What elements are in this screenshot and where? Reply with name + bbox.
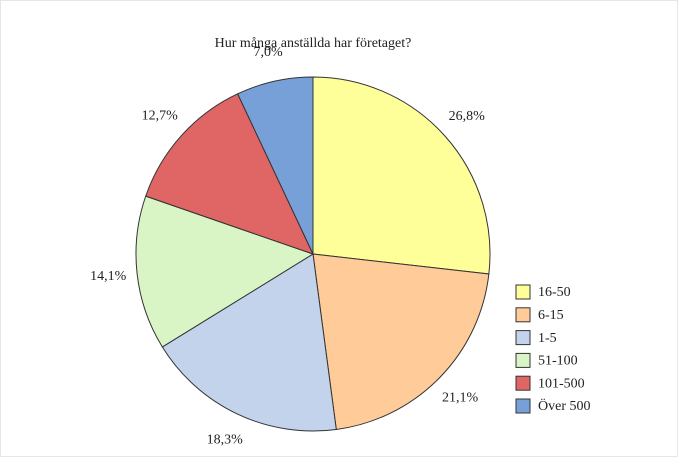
legend-swatch xyxy=(515,398,531,414)
legend-swatch xyxy=(515,307,531,323)
pie-slice xyxy=(161,253,337,432)
data-label: 12,7% xyxy=(142,109,179,124)
data-label: 7,0% xyxy=(253,45,283,60)
pie-slice xyxy=(145,93,314,255)
pie-slice xyxy=(135,195,315,348)
legend-label: 51-100 xyxy=(538,354,578,369)
data-label: 14,1% xyxy=(90,269,127,284)
chart-title: Hur många anställda har företaget? xyxy=(215,36,412,51)
legend-label: Över 500 xyxy=(538,397,591,414)
data-label: 18,3% xyxy=(207,432,244,447)
data-label: 26,8% xyxy=(449,109,486,124)
pie-slice xyxy=(236,76,314,255)
legend-label: 1-5 xyxy=(538,331,557,346)
pie-slice xyxy=(312,76,491,275)
legend-swatch xyxy=(515,330,531,346)
pie-slice xyxy=(312,253,490,431)
legend-label: 6-15 xyxy=(538,308,564,323)
legend-label: 101-500 xyxy=(538,376,585,391)
legend-label: 16-50 xyxy=(538,285,571,300)
legend-swatch xyxy=(515,284,531,300)
legend-swatch xyxy=(515,352,531,368)
data-label: 21,1% xyxy=(442,391,479,406)
legend-swatch xyxy=(515,375,531,391)
